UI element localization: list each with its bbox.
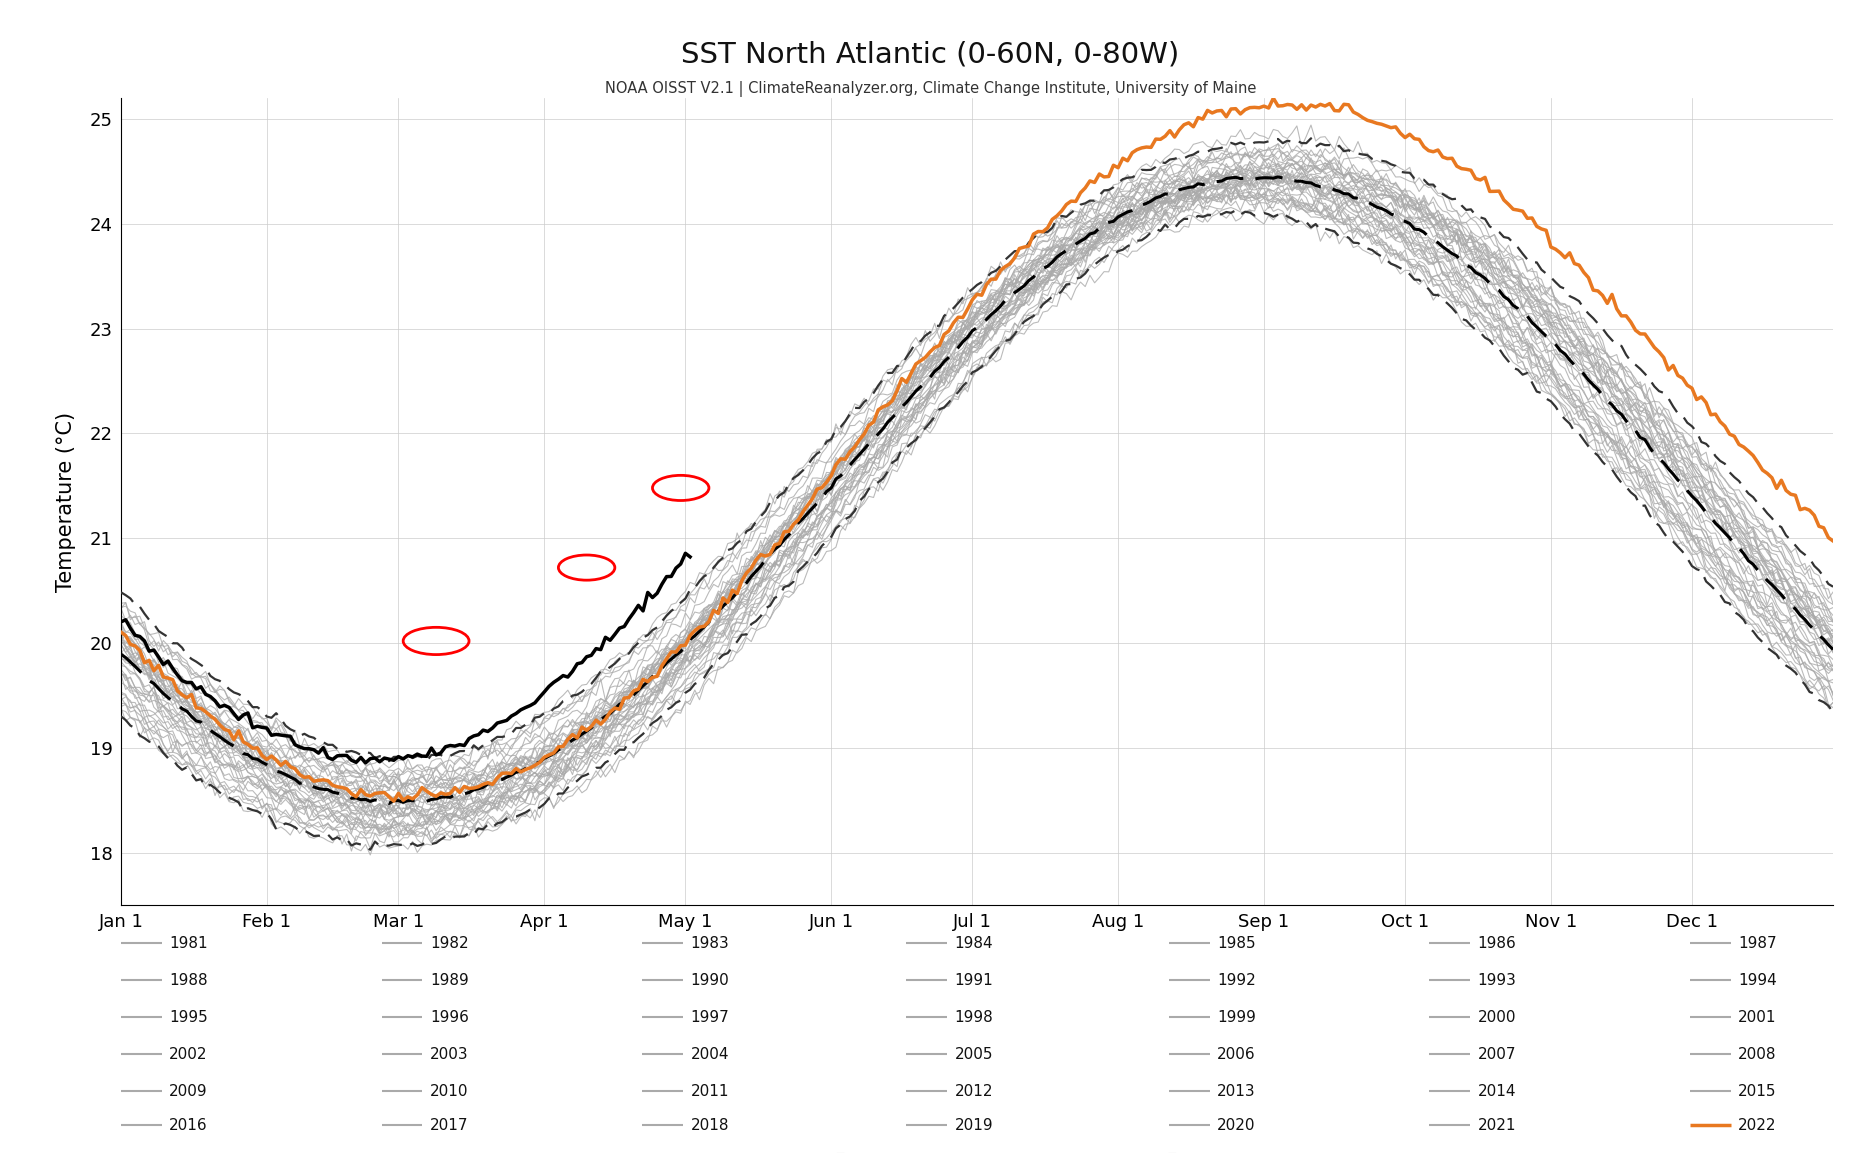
Text: 1981: 1981 bbox=[169, 936, 208, 951]
Text: 1982: 1982 bbox=[430, 936, 469, 951]
Text: 1995: 1995 bbox=[169, 1010, 208, 1025]
Text: 2020: 2020 bbox=[1217, 1118, 1256, 1133]
Text: 1990: 1990 bbox=[690, 973, 730, 988]
Text: 1983: 1983 bbox=[690, 936, 730, 951]
Text: 2014: 2014 bbox=[1478, 1084, 1517, 1099]
Text: 2004: 2004 bbox=[690, 1047, 730, 1062]
Text: 2018: 2018 bbox=[690, 1118, 730, 1133]
Text: 2012: 2012 bbox=[955, 1084, 994, 1099]
Text: 2005: 2005 bbox=[955, 1047, 994, 1062]
Text: 2016: 2016 bbox=[169, 1118, 208, 1133]
Text: 2010: 2010 bbox=[430, 1084, 469, 1099]
Text: 1987: 1987 bbox=[1738, 936, 1777, 951]
Text: 1999: 1999 bbox=[1217, 1010, 1256, 1025]
Text: 2009: 2009 bbox=[169, 1084, 208, 1099]
Text: 1992: 1992 bbox=[1217, 973, 1256, 988]
Text: 2007: 2007 bbox=[1478, 1047, 1517, 1062]
Text: NOAA OISST V2.1 | ClimateReanalyzer.org, Climate Change Institute, University of: NOAA OISST V2.1 | ClimateReanalyzer.org,… bbox=[605, 81, 1256, 97]
Text: 2008: 2008 bbox=[1738, 1047, 1777, 1062]
Text: 1993: 1993 bbox=[1478, 973, 1517, 988]
Text: 1994: 1994 bbox=[1738, 973, 1777, 988]
Text: 2015: 2015 bbox=[1738, 1084, 1777, 1099]
Text: 2003: 2003 bbox=[430, 1047, 469, 1062]
Text: 1997: 1997 bbox=[690, 1010, 730, 1025]
Text: 1996: 1996 bbox=[430, 1010, 469, 1025]
Text: 2002: 2002 bbox=[169, 1047, 208, 1062]
Text: 1991: 1991 bbox=[955, 973, 994, 988]
Text: 2006: 2006 bbox=[1217, 1047, 1256, 1062]
Text: 2011: 2011 bbox=[690, 1084, 730, 1099]
Text: 1988: 1988 bbox=[169, 973, 208, 988]
Text: 2001: 2001 bbox=[1738, 1010, 1777, 1025]
Text: 1985: 1985 bbox=[1217, 936, 1256, 951]
Text: 2021: 2021 bbox=[1478, 1118, 1517, 1133]
Text: 2017: 2017 bbox=[430, 1118, 469, 1133]
Text: 1986: 1986 bbox=[1478, 936, 1517, 951]
Text: 1989: 1989 bbox=[430, 973, 469, 988]
Text: 1998: 1998 bbox=[955, 1010, 994, 1025]
Text: 2000: 2000 bbox=[1478, 1010, 1517, 1025]
Y-axis label: Temperature (°C): Temperature (°C) bbox=[56, 412, 76, 591]
Text: 2013: 2013 bbox=[1217, 1084, 1256, 1099]
Text: 2019: 2019 bbox=[955, 1118, 994, 1133]
Text: 1984: 1984 bbox=[955, 936, 994, 951]
Text: 2022: 2022 bbox=[1738, 1118, 1777, 1133]
Text: SST North Atlantic (0-60N, 0-80W): SST North Atlantic (0-60N, 0-80W) bbox=[681, 40, 1180, 68]
